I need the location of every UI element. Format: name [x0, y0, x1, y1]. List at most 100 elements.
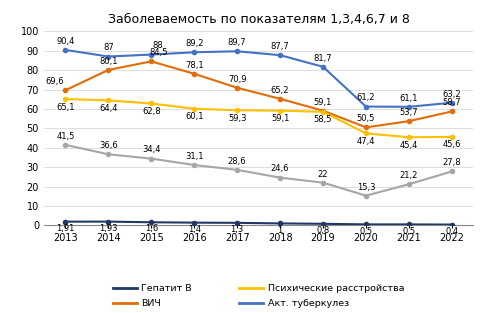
Text: 78,1: 78,1 [185, 61, 203, 69]
Гепатит В [148, 220, 154, 224]
Гепатит В [62, 220, 68, 223]
Психические расстройства [320, 110, 326, 114]
Text: 59,1: 59,1 [314, 98, 332, 106]
ЗПШ(сифилис) [363, 194, 369, 198]
ЗПШ(сифилис) [406, 182, 412, 186]
Психические расстройства [234, 108, 240, 112]
Акт. туберкулез [191, 50, 197, 54]
Title: Заболеваемость по показателям 1,3,4,6,7 и 8: Заболеваемость по показателям 1,3,4,6,7 … [108, 13, 409, 26]
Text: 1,91: 1,91 [56, 224, 75, 233]
Text: 22: 22 [318, 170, 328, 178]
Text: 45,6: 45,6 [443, 140, 461, 149]
Психические расстройства [277, 109, 283, 113]
ЗПШ(сифилис) [105, 152, 111, 156]
Психические расстройства [191, 107, 197, 110]
Text: 58,5: 58,5 [314, 115, 332, 124]
Text: 87: 87 [103, 44, 114, 52]
Line: Акт. туберкулез: Акт. туберкулез [63, 48, 454, 109]
Акт. туберкулез [320, 65, 326, 69]
Legend: Гепатит В, ВИЧ, ЗПШ(сифилис), Психические расстройства, Акт. туберкулез: Гепатит В, ВИЧ, ЗПШ(сифилис), Психически… [113, 285, 404, 313]
Text: 0,8: 0,8 [316, 226, 330, 235]
Text: 69,6: 69,6 [45, 77, 63, 86]
ВИЧ [191, 72, 197, 76]
Text: 88: 88 [153, 41, 163, 50]
Text: 61,1: 61,1 [400, 94, 418, 103]
Акт. туберкулез [406, 105, 412, 109]
Text: 0,5: 0,5 [403, 227, 415, 235]
Text: 41,5: 41,5 [56, 132, 75, 141]
Text: 80,1: 80,1 [99, 57, 118, 66]
ВИЧ [234, 86, 240, 90]
ЗПШ(сифилис) [449, 170, 455, 173]
Line: ВИЧ: ВИЧ [63, 59, 454, 130]
Text: 89,7: 89,7 [228, 38, 246, 47]
Психические расстройства [62, 97, 68, 101]
Text: 34,4: 34,4 [142, 146, 161, 154]
Line: ЗПШ(сифилис): ЗПШ(сифилис) [63, 143, 454, 198]
Text: 63,2: 63,2 [443, 90, 461, 99]
ЗПШ(сифилис) [191, 163, 197, 167]
Text: 61,2: 61,2 [357, 93, 375, 102]
Психические расстройства [449, 135, 455, 139]
Text: 64,4: 64,4 [99, 104, 118, 113]
Гепатит В [105, 220, 111, 223]
ВИЧ [62, 88, 68, 92]
Text: 62,8: 62,8 [142, 107, 161, 116]
Акт. туберкулез [62, 48, 68, 52]
Text: 28,6: 28,6 [228, 157, 246, 166]
Text: 27,8: 27,8 [443, 158, 461, 167]
ЗПШ(сифилис) [148, 157, 154, 161]
Text: 60,1: 60,1 [185, 112, 203, 121]
Text: 1,3: 1,3 [230, 225, 244, 234]
Text: 24,6: 24,6 [271, 164, 289, 173]
Гепатит В [277, 222, 283, 225]
Гепатит В [363, 223, 369, 226]
Акт. туберкулез [105, 55, 111, 59]
Text: 84,5: 84,5 [149, 48, 167, 57]
ВИЧ [406, 119, 412, 123]
Акт. туберкулез [449, 101, 455, 105]
Text: 0,5: 0,5 [360, 227, 372, 235]
Text: 70,9: 70,9 [228, 74, 246, 84]
Text: 65,1: 65,1 [56, 103, 75, 111]
Психические расстройства [406, 136, 412, 139]
Психические расстройства [105, 99, 111, 102]
Text: 21,2: 21,2 [400, 171, 418, 180]
ЗПШ(сифилис) [320, 181, 326, 185]
Text: 58,7: 58,7 [443, 98, 461, 107]
Психические расстройства [363, 131, 369, 135]
ВИЧ [148, 59, 154, 63]
Text: 65,2: 65,2 [271, 86, 289, 95]
Гепатит В [320, 222, 326, 226]
Гепатит В [191, 221, 197, 224]
Line: Психические расстройства: Психические расстройства [63, 97, 454, 139]
Text: 59,3: 59,3 [228, 114, 246, 123]
Text: 45,4: 45,4 [400, 141, 418, 150]
ВИЧ [277, 97, 283, 101]
Гепатит В [234, 221, 240, 225]
Text: 59,1: 59,1 [271, 114, 289, 123]
Text: 36,6: 36,6 [99, 141, 118, 150]
ЗПШ(сифилис) [234, 168, 240, 172]
ЗПШ(сифилис) [62, 143, 68, 147]
Text: 0,4: 0,4 [446, 227, 458, 236]
Line: Гепатит В: Гепатит В [63, 219, 454, 227]
Text: 15,3: 15,3 [357, 182, 375, 192]
Text: 1: 1 [278, 226, 283, 234]
Text: 47,4: 47,4 [357, 137, 375, 146]
Акт. туберкулез [277, 53, 283, 57]
Text: 1,6: 1,6 [144, 224, 158, 233]
Акт. туберкулез [363, 105, 369, 109]
Text: 31,1: 31,1 [185, 152, 203, 161]
Гепатит В [406, 223, 412, 226]
Акт. туберкулез [148, 53, 154, 56]
Гепатит В [449, 223, 455, 227]
ВИЧ [105, 68, 111, 72]
Text: 81,7: 81,7 [314, 54, 332, 63]
ЗПШ(сифилис) [277, 176, 283, 179]
Психические расстройства [148, 102, 154, 105]
Text: 50,5: 50,5 [357, 114, 375, 123]
Text: 1,4: 1,4 [188, 225, 201, 234]
ВИЧ [320, 109, 326, 113]
Акт. туберкулез [234, 49, 240, 53]
